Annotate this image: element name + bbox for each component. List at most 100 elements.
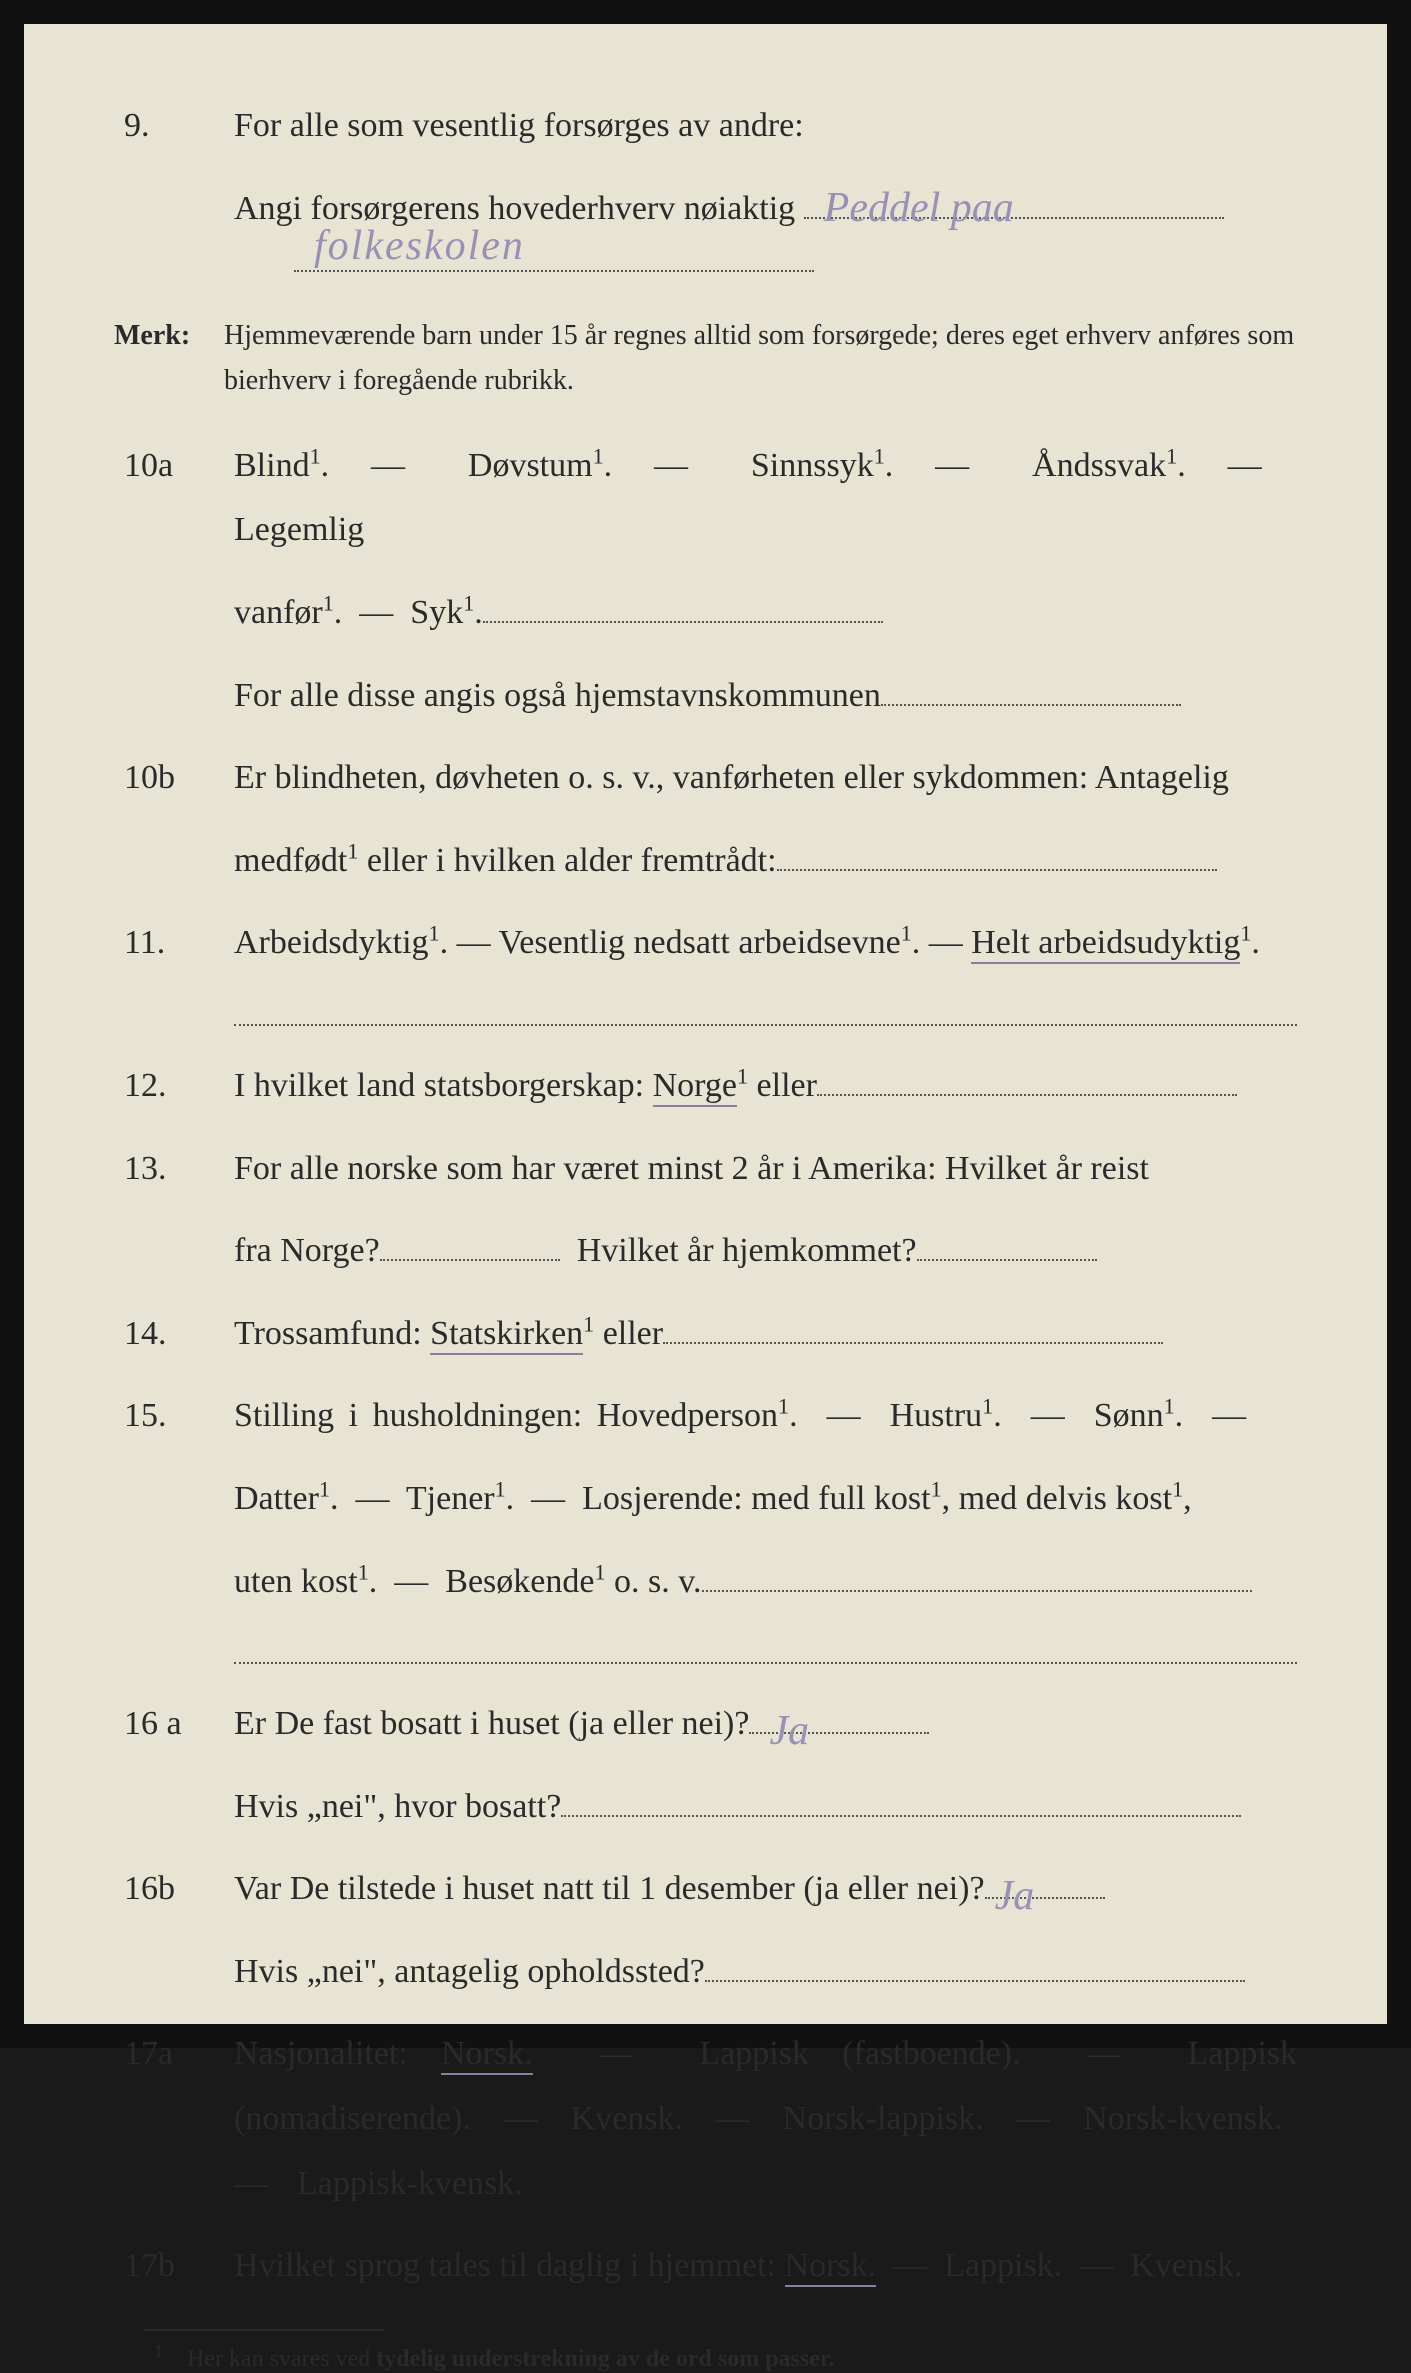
opt-losjerende-delvis: , med delvis kost bbox=[942, 1480, 1172, 1517]
opt-sprog-norsk-selected: Norsk. bbox=[785, 2247, 877, 2287]
q15-line1: 15. Stilling i husholdningen: Hovedperso… bbox=[114, 1384, 1297, 1449]
q10a-line3: For alle disse angis også hjemstavnskomm… bbox=[234, 664, 1297, 729]
opt-sinnssyk: Sinnssyk bbox=[751, 447, 874, 484]
q15-body1: Stilling i husholdningen: Hovedperson1. … bbox=[234, 1384, 1297, 1449]
q10a-line1: 10a Blind1. — Døvstum1. — Sinnssyk1. — Å… bbox=[114, 434, 1297, 563]
opt-besokende: Besøkende bbox=[445, 1563, 594, 1600]
opt-statskirken-selected: Statskirken bbox=[430, 1315, 583, 1355]
opt-hustru: Hustru bbox=[890, 1397, 983, 1434]
q9-blank1[interactable]: Peddel paa bbox=[804, 213, 1224, 219]
q13-blank2[interactable] bbox=[917, 1259, 1097, 1261]
q13-line1: 13. For alle norske som har været minst … bbox=[114, 1137, 1297, 1202]
q10a-text3: For alle disse angis også hjemstavnskomm… bbox=[234, 677, 881, 714]
merk-text: Hjemmeværende barn under 15 år regnes al… bbox=[224, 314, 1297, 404]
q10b-text1: Er blindheten, døvheten o. s. v., vanfør… bbox=[234, 746, 1297, 811]
opt-norsk-lappisk: Norsk-lappisk. bbox=[783, 2100, 984, 2137]
opt-losjerende-full: Losjerende: med full kost bbox=[582, 1480, 930, 1517]
q17a-body1: Nasjonalitet: Norsk. — Lappisk (fastboen… bbox=[234, 2022, 1297, 2216]
q16b-handwriting: Ja bbox=[995, 1857, 1035, 1937]
opt-sprog-lappisk: Lappisk. bbox=[944, 2247, 1062, 2284]
opt-vanfor: vanfør bbox=[234, 594, 323, 631]
q17b-body: Hvilket sprog tales til daglig i hjemmet… bbox=[234, 2234, 1297, 2299]
opt-sprog-kvensk: Kvensk. bbox=[1130, 2247, 1242, 2284]
q11-blank[interactable] bbox=[234, 994, 1297, 1026]
q13-text2b: Hvilket år hjemkommet? bbox=[577, 1232, 917, 1269]
q15-extra-blank[interactable] bbox=[234, 1632, 1297, 1664]
q9-line1: 9. For alle som vesentlig forsørges av a… bbox=[114, 94, 1297, 159]
q9-handwriting1: Peddel paa bbox=[824, 169, 1014, 249]
q16b-body: Var De tilstede i huset natt til 1 desem… bbox=[234, 1857, 1297, 1922]
q10b-blank[interactable] bbox=[777, 869, 1217, 871]
opt-syk: Syk bbox=[410, 594, 463, 631]
opt-udyktig-selected: Helt arbeidsudyktig bbox=[971, 924, 1240, 964]
q12-row: 12. I hvilket land statsborgerskap: Norg… bbox=[114, 1054, 1297, 1119]
q13-text1: For alle norske som har været minst 2 år… bbox=[234, 1137, 1297, 1202]
opt-andssvak: Åndssvak bbox=[1032, 447, 1166, 484]
q10b-line2: medfødt1 eller i hvilken alder fremtrådt… bbox=[234, 829, 1297, 894]
q16b-line2: Hvis „nei", antagelig opholdssted? bbox=[234, 1940, 1297, 2005]
q17a-pre: Nasjonalitet: bbox=[234, 2035, 441, 2072]
q16b-blank[interactable]: Ja bbox=[985, 1897, 1105, 1899]
q10a-blank2[interactable] bbox=[881, 704, 1181, 706]
opt-legemlig: Legemlig bbox=[234, 511, 364, 548]
q12-body: I hvilket land statsborgerskap: Norge1 e… bbox=[234, 1054, 1297, 1119]
q15-osv: o. s. v. bbox=[606, 1563, 702, 1600]
opt-lappisk-fast: Lappisk (fastboende). bbox=[699, 2035, 1020, 2072]
q9-line3: folkeskolen bbox=[294, 259, 1297, 277]
opt-kvensk: Kvensk. bbox=[571, 2100, 683, 2137]
q10b-number: 10b bbox=[114, 746, 234, 811]
merk-label: Merk: bbox=[114, 305, 224, 362]
opt-nedsatt: Vesentlig nedsatt arbeidsevne bbox=[498, 924, 900, 961]
q16a-blank2[interactable] bbox=[561, 1815, 1241, 1817]
q12-text: I hvilket land statsborgerskap: bbox=[234, 1067, 653, 1104]
q15-line2: Datter1. — Tjener1. — Losjerende: med fu… bbox=[234, 1467, 1297, 1532]
opt-uten-kost: uten kost bbox=[234, 1563, 358, 1600]
q15-blank[interactable] bbox=[702, 1590, 1252, 1592]
q14-text: Trossamfund: bbox=[234, 1315, 430, 1352]
q16b-text2: Hvis „nei", antagelig opholdssted? bbox=[234, 1953, 705, 1990]
q17a-number: 17a bbox=[114, 2022, 234, 2087]
q14-blank[interactable] bbox=[663, 1342, 1163, 1344]
q10b-line1: 10b Er blindheten, døvheten o. s. v., va… bbox=[114, 746, 1297, 811]
q16a-question: Er De fast bosatt i huset (ja eller nei)… bbox=[234, 1705, 749, 1742]
footnote-text-b: tydelig understrekning av de ord som pas… bbox=[376, 2346, 834, 2372]
q17b-row: 17b Hvilket sprog tales til daglig i hje… bbox=[114, 2234, 1297, 2299]
opt-norsk-selected: Norsk. bbox=[441, 2035, 533, 2075]
q9-text2: Angi forsørgerens hovederhverv nøiaktig bbox=[234, 190, 795, 227]
census-form-page: 9. For alle som vesentlig forsørges av a… bbox=[0, 0, 1411, 2048]
q12-blank[interactable] bbox=[817, 1094, 1237, 1096]
q14-tail: eller bbox=[594, 1315, 663, 1352]
q10a-line2: vanfør1. — Syk1. bbox=[234, 581, 1297, 646]
q11-row: 11. Arbeidsdyktig1. — Vesentlig nedsatt … bbox=[114, 911, 1297, 976]
q13-text2a: fra Norge? bbox=[234, 1232, 380, 1269]
opt-sonn: Sønn bbox=[1094, 1397, 1164, 1434]
q12-tail: eller bbox=[748, 1067, 817, 1104]
q17b-pre: Hvilket sprog tales til daglig i hjemmet… bbox=[234, 2247, 785, 2284]
q13-blank1[interactable] bbox=[380, 1259, 560, 1261]
q15-pre: Stilling i husholdningen: Hovedperson bbox=[234, 1397, 778, 1434]
q11-number: 11. bbox=[114, 911, 234, 976]
q16a-number: 16 a bbox=[114, 1692, 234, 1757]
q13-line2: fra Norge? Hvilket år hjemkommet? bbox=[234, 1219, 1297, 1284]
q16a-text2: Hvis „nei", hvor bosatt? bbox=[234, 1788, 561, 1825]
q16b-blank2[interactable] bbox=[705, 1980, 1245, 1982]
q9-handwriting2: folkeskolen bbox=[314, 222, 525, 270]
q16a-body: Er De fast bosatt i huset (ja eller nei)… bbox=[234, 1692, 1297, 1757]
q15-line3: uten kost1. — Besøkende1 o. s. v. bbox=[234, 1550, 1297, 1615]
q16a-handwriting: Ja bbox=[769, 1692, 809, 1772]
opt-tjener: Tjener bbox=[406, 1480, 495, 1517]
q16a-line2: Hvis „nei", hvor bosatt? bbox=[234, 1775, 1297, 1840]
q10b-medfodt: medfødt bbox=[234, 842, 347, 879]
q12-number: 12. bbox=[114, 1054, 234, 1119]
q14-number: 14. bbox=[114, 1302, 234, 1367]
footnote-text-a: Her kan svares ved bbox=[187, 2346, 376, 2372]
q9-text1: For alle som vesentlig forsørges av andr… bbox=[234, 94, 1297, 159]
q9-blank2[interactable]: folkeskolen bbox=[294, 266, 814, 272]
q16a-line1: 16 a Er De fast bosatt i huset (ja eller… bbox=[114, 1692, 1297, 1757]
q10a-number: 10a bbox=[114, 434, 234, 499]
opt-datter: Datter bbox=[234, 1480, 319, 1517]
q16a-blank[interactable]: Ja bbox=[749, 1732, 929, 1734]
q10a-blank[interactable] bbox=[483, 621, 883, 623]
merk-row: Merk: Hjemmeværende barn under 15 år reg… bbox=[114, 305, 1297, 404]
footnote-rule bbox=[144, 2329, 384, 2331]
